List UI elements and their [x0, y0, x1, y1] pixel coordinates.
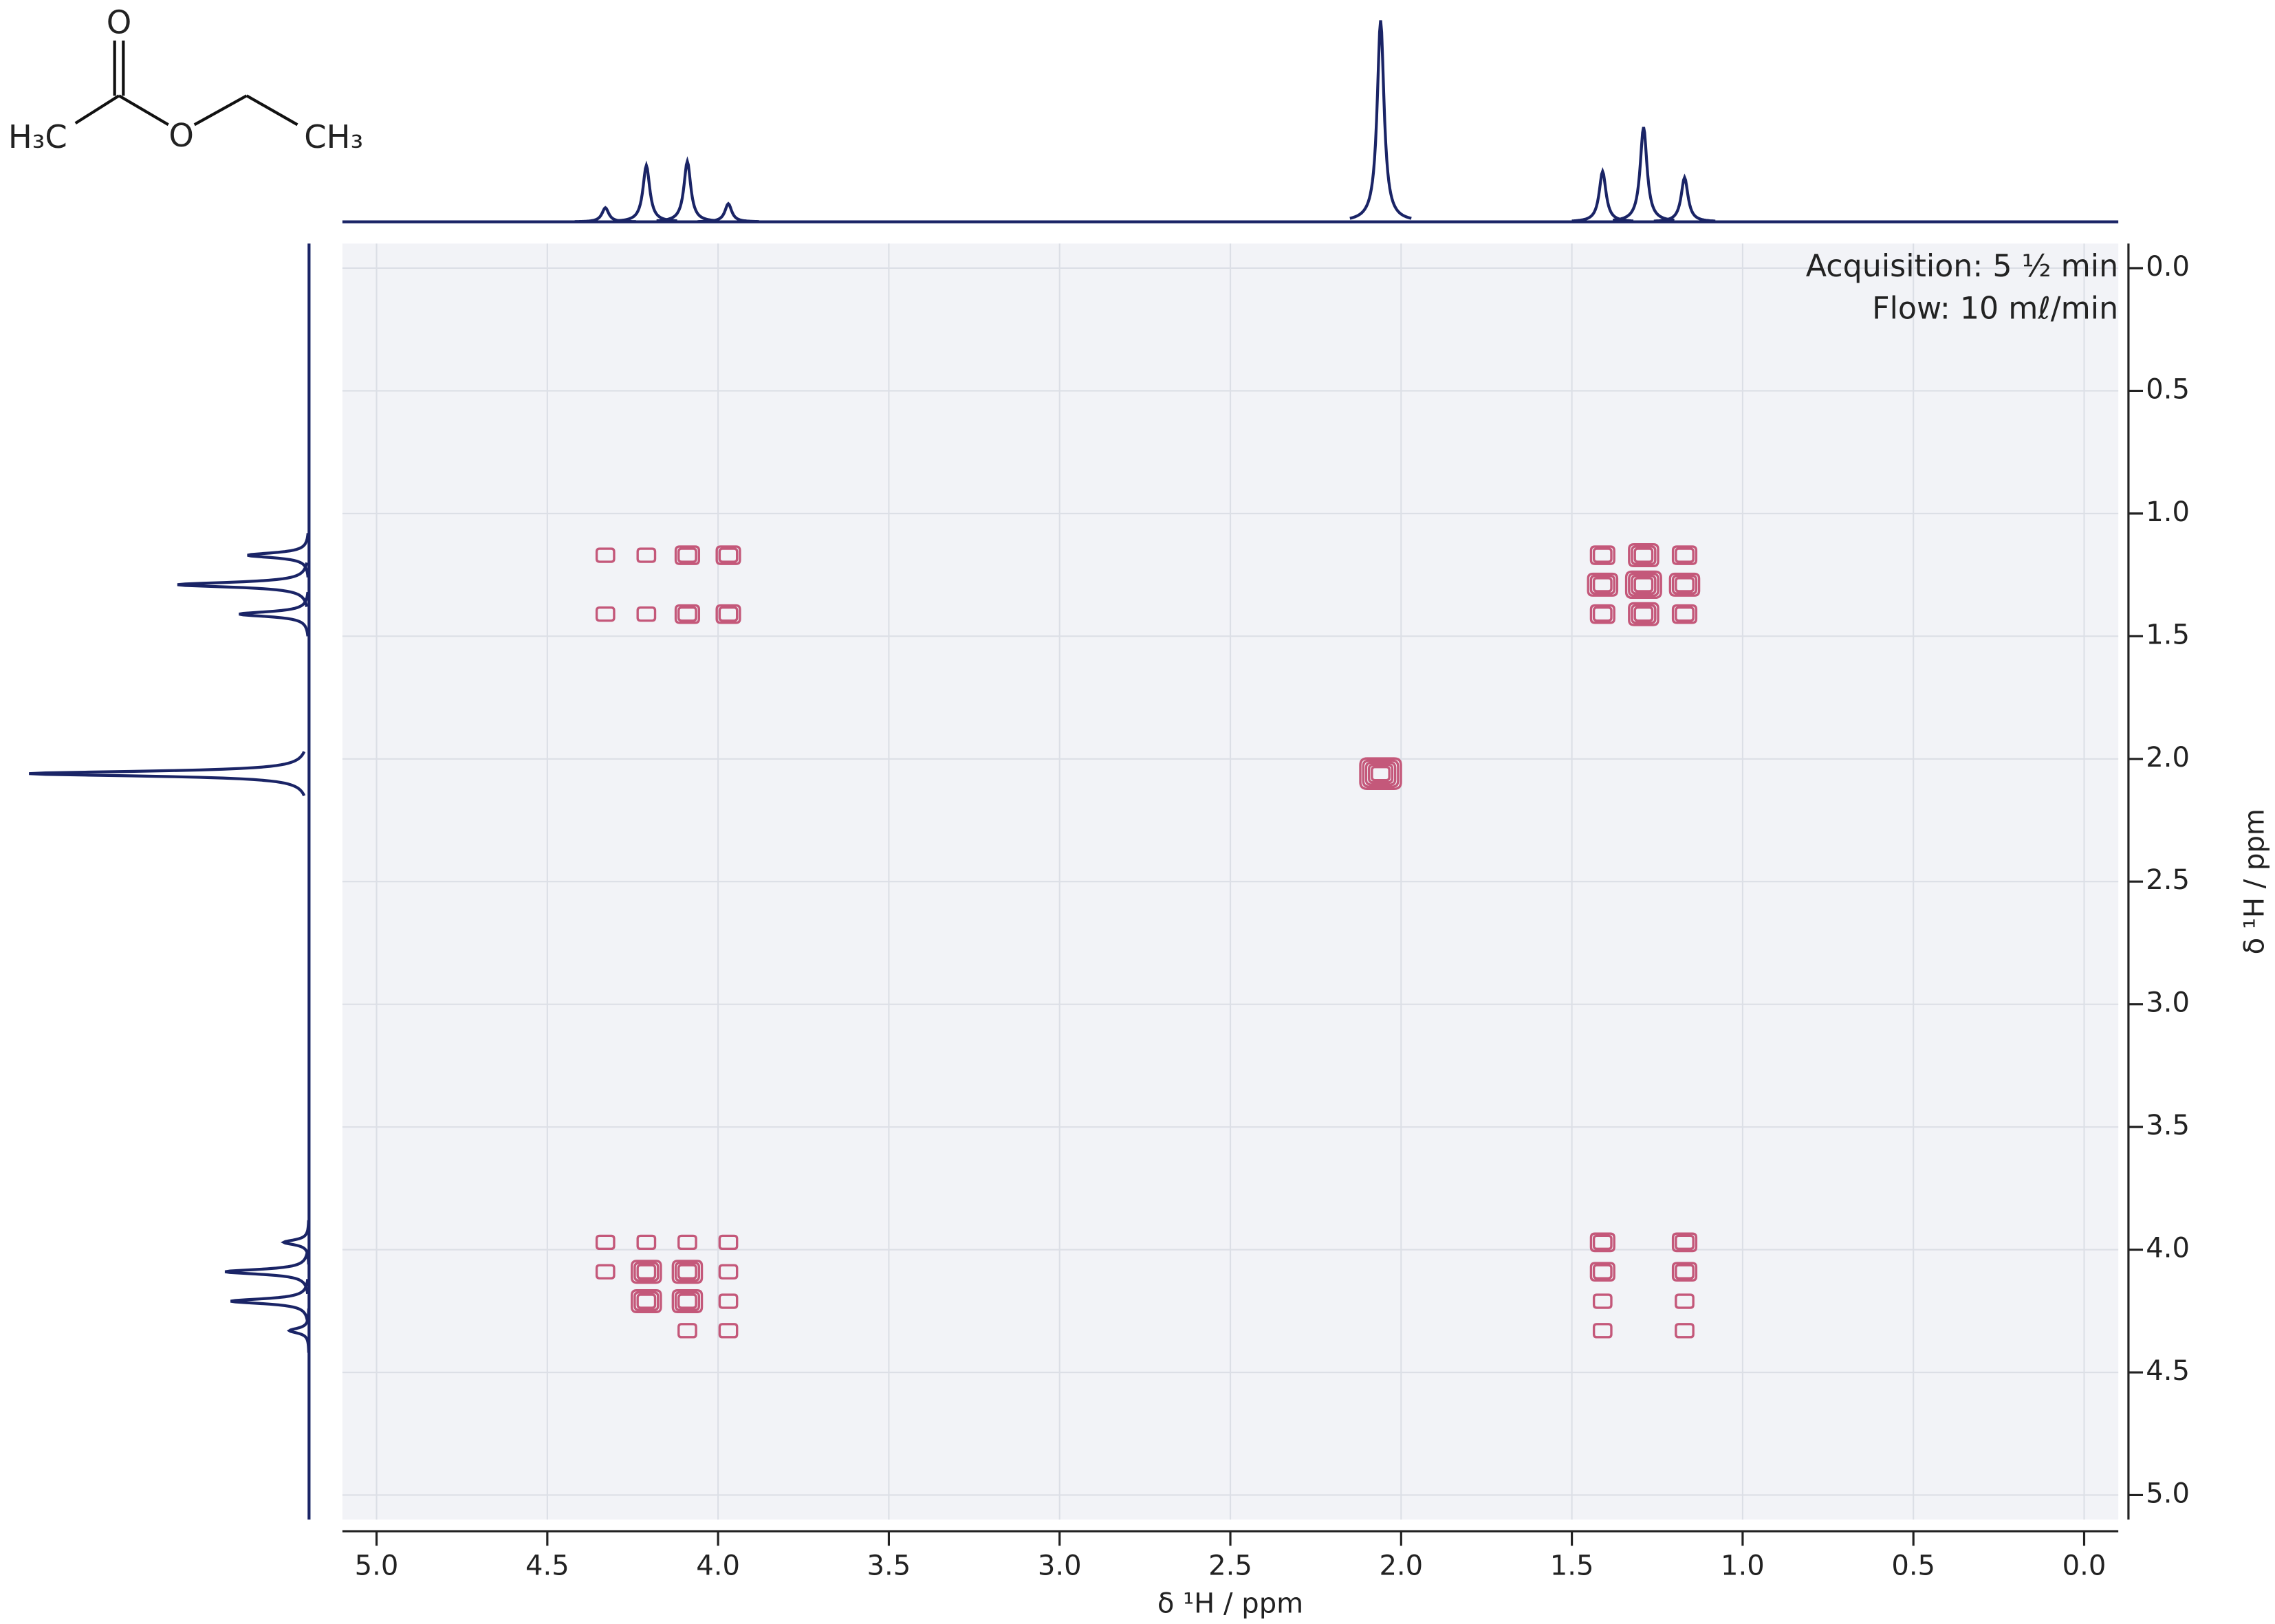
atom-label: O [107, 3, 132, 41]
side-projection-peak [286, 1308, 310, 1353]
contour-peak [595, 1234, 616, 1251]
contour-peak [674, 545, 701, 565]
contour-peak [715, 604, 741, 624]
atom-label: CH₃ [304, 118, 363, 155]
top-projection-peak [1349, 20, 1412, 220]
contours [595, 543, 1701, 1339]
top-projection-peak [656, 156, 719, 223]
projections [29, 20, 2119, 1520]
y-tick-label: 3.5 [2146, 1110, 2190, 1141]
bond [74, 94, 120, 125]
y-axis-label: δ ¹H / ppm [2239, 809, 2271, 954]
y-tick-label: 0.0 [2146, 251, 2190, 283]
side-projection-peak [239, 591, 309, 637]
contour-peak [715, 545, 741, 565]
contour-peak [1675, 1293, 1695, 1309]
contour-peak [718, 1234, 739, 1251]
atom-label: H₃C [8, 118, 67, 155]
contour-peak [1628, 602, 1659, 626]
annotation: Flow: 10 mℓ/min [1872, 291, 2118, 326]
x-tick-label: 1.5 [1550, 1550, 1594, 1582]
contour-peak [631, 1260, 662, 1284]
contour-peak [1675, 1323, 1695, 1339]
contour-peak [1668, 572, 1701, 597]
contour-peak [718, 1293, 739, 1309]
x-tick-label: 2.5 [1208, 1550, 1252, 1582]
y-tick-label: 3.0 [2146, 987, 2190, 1019]
top-projection-peak [1571, 166, 1634, 223]
y-tick-label: 5.0 [2146, 1478, 2190, 1509]
side-projection-peak [177, 562, 309, 607]
side-projection-peak [29, 751, 306, 797]
contour-peak [1592, 1293, 1613, 1309]
contour-peak [1589, 545, 1615, 565]
contour-peak [631, 1289, 662, 1314]
contour-peak [1671, 604, 1698, 624]
contour-peak [1628, 543, 1659, 568]
contour-peak [1671, 545, 1698, 565]
top-projection-peak [1612, 127, 1675, 222]
x-tick-label: 0.5 [1891, 1550, 1935, 1582]
x-tick-label: 5.0 [355, 1550, 399, 1582]
x-tick-label: 2.0 [1379, 1550, 1423, 1582]
x-tick-label: 3.5 [867, 1550, 911, 1582]
top-projection-peak [1653, 173, 1716, 223]
contour-peak [674, 604, 701, 624]
molecule: O H₃C O CH₃ [8, 3, 363, 155]
annotation: Acquisition: 5 ½ min [1806, 249, 2118, 284]
contour-peak [595, 547, 616, 563]
x-tick-label: 4.0 [696, 1550, 740, 1582]
top-projection-peak [616, 160, 677, 223]
y-tick-label: 2.0 [2146, 742, 2190, 773]
contour-peak [1671, 1232, 1698, 1253]
bond [193, 94, 248, 127]
contour-peak [718, 1323, 739, 1339]
top-projection-peak [574, 206, 636, 223]
contour-peak [636, 606, 657, 622]
y-tick-label: 0.5 [2146, 373, 2190, 405]
x-tick-label: 3.0 [1038, 1550, 1082, 1582]
contour-peak [1624, 570, 1662, 600]
contour-peak [595, 1264, 616, 1280]
side-projection-peak [230, 1279, 309, 1324]
bond [118, 94, 169, 127]
contour-peak [1359, 757, 1402, 791]
contour-peak [636, 547, 657, 563]
y-tick-label: 4.5 [2146, 1355, 2190, 1387]
y-tick-label: 4.0 [2146, 1233, 2190, 1264]
atom-label: O [168, 117, 194, 154]
top-projection-peak [697, 201, 759, 223]
x-tick-label: 4.5 [525, 1550, 569, 1582]
y-tick-label: 1.5 [2146, 619, 2190, 650]
side-projection-peak [224, 1249, 309, 1295]
contour-peak [1589, 1232, 1615, 1253]
side-projection-peak [281, 1220, 310, 1265]
contour-peak [636, 1234, 657, 1251]
contour-peak [595, 606, 616, 622]
contour-peak [671, 1289, 704, 1314]
y-tick-label: 2.5 [2146, 864, 2190, 896]
bond [246, 94, 298, 127]
x-tick-label: 1.0 [1721, 1550, 1765, 1582]
contour-peak [1587, 572, 1619, 597]
contour-peak [671, 1260, 704, 1284]
contour-peak [718, 1264, 739, 1280]
contour-peak [1589, 604, 1615, 624]
contour-peak [677, 1234, 697, 1251]
contour-peak [1671, 1262, 1698, 1282]
side-projection-peak [247, 533, 309, 578]
contour-peak [677, 1323, 697, 1339]
y-tick-label: 1.0 [2146, 496, 2190, 528]
grid [342, 243, 2119, 1520]
x-axis-label: δ ¹H / ppm [1157, 1588, 1303, 1620]
x-tick-label: 0.0 [2062, 1550, 2107, 1582]
contour-peak [1592, 1323, 1613, 1339]
contour-peak [1589, 1262, 1615, 1282]
